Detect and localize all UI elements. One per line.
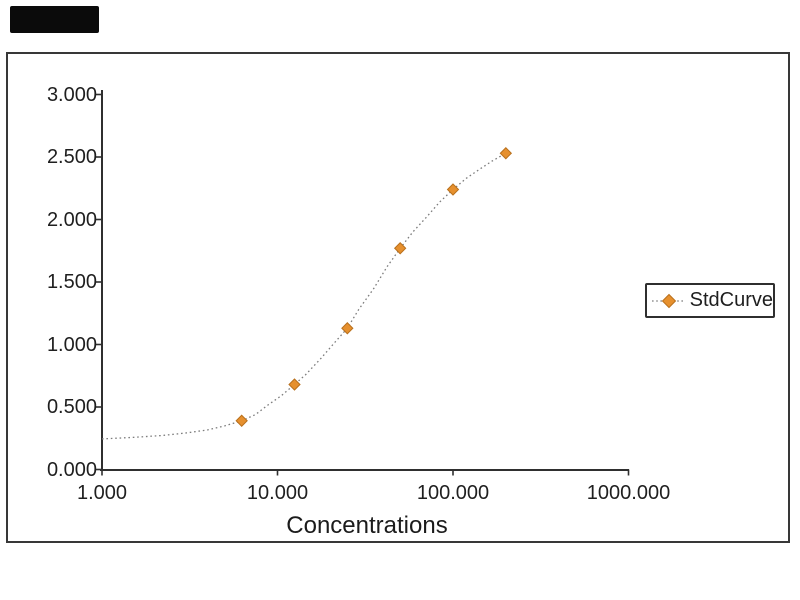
y-tick-label: 2.500 [46, 146, 97, 168]
legend-marker-icon [652, 293, 685, 308]
x-tick-label: 100.000 [416, 482, 490, 504]
y-tick-label: 1.500 [46, 271, 97, 293]
data-point-marker [499, 147, 513, 160]
data-point-marker [446, 183, 460, 196]
y-tick-label: 0.000 [46, 458, 97, 481]
x-tick-label: 1.000 [76, 482, 128, 504]
data-point-marker [393, 242, 407, 255]
logo-redaction-bar [10, 6, 99, 33]
legend-box: StdCurve [645, 283, 775, 318]
data-point-marker [341, 322, 354, 335]
data-point-marker [235, 414, 248, 427]
x-tick-label: 10.000 [246, 482, 309, 504]
y-tick-label: 3.000 [46, 83, 97, 106]
y-tick-label: 0.500 [46, 396, 97, 418]
x-axis-title: Concentrations [286, 512, 448, 539]
y-tick-label: 1.000 [46, 333, 97, 356]
data-point-marker [288, 378, 301, 391]
std-curve-fit-line [101, 152, 507, 440]
legend-label: StdCurve [689, 289, 773, 311]
y-tick-label: 2.000 [46, 208, 97, 231]
x-tick-label: 1000.000 [586, 482, 671, 504]
